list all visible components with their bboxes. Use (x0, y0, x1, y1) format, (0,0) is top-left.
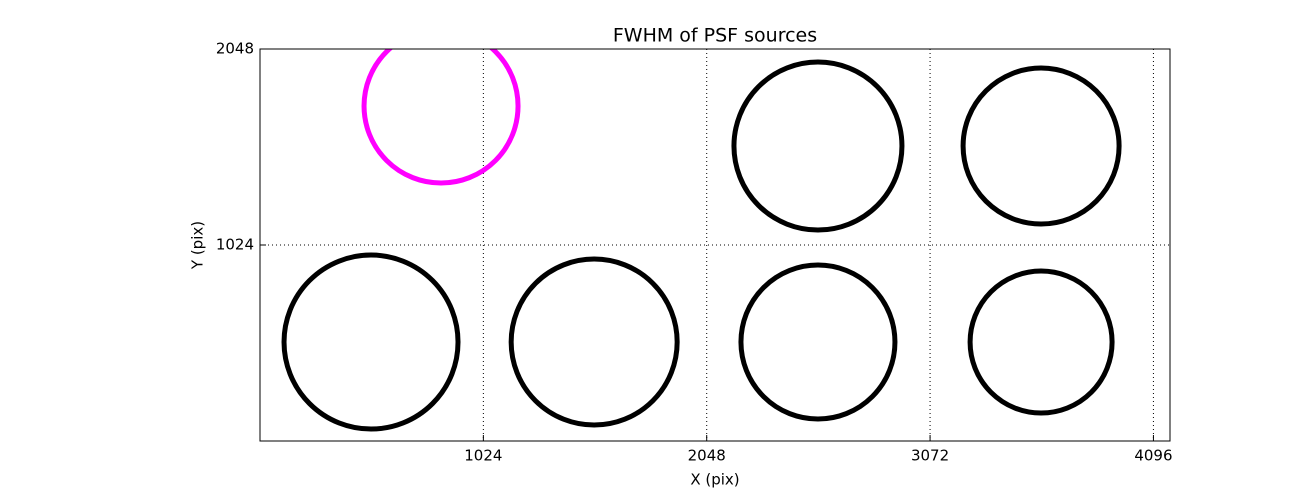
psf-circle (738, 262, 898, 422)
x-tick-label: 2048 (688, 447, 726, 465)
x-tick-label: 1024 (464, 447, 502, 465)
y-tick-label: 1024 (216, 236, 254, 254)
x-tick-label: 3072 (911, 447, 949, 465)
y-axis-label: Y (pix) (189, 221, 207, 270)
psf-circle (281, 252, 461, 432)
grid: 1024 2048 3072 4096 1024 2048 (216, 40, 1173, 465)
psf-circle (508, 256, 680, 428)
psf-circle (361, 49, 521, 186)
x-axis-label: X (pix) (690, 471, 739, 489)
plot-area (260, 49, 1170, 441)
psf-circle (731, 59, 905, 233)
psf-circle (967, 268, 1115, 416)
psf-circle (960, 65, 1122, 227)
plot-frame (259, 48, 1171, 442)
x-tick-label: 4096 (1134, 447, 1172, 465)
y-tick-label: 2048 (216, 40, 254, 58)
marks (281, 49, 1122, 432)
chart-title: FWHM of PSF sources (613, 25, 817, 47)
